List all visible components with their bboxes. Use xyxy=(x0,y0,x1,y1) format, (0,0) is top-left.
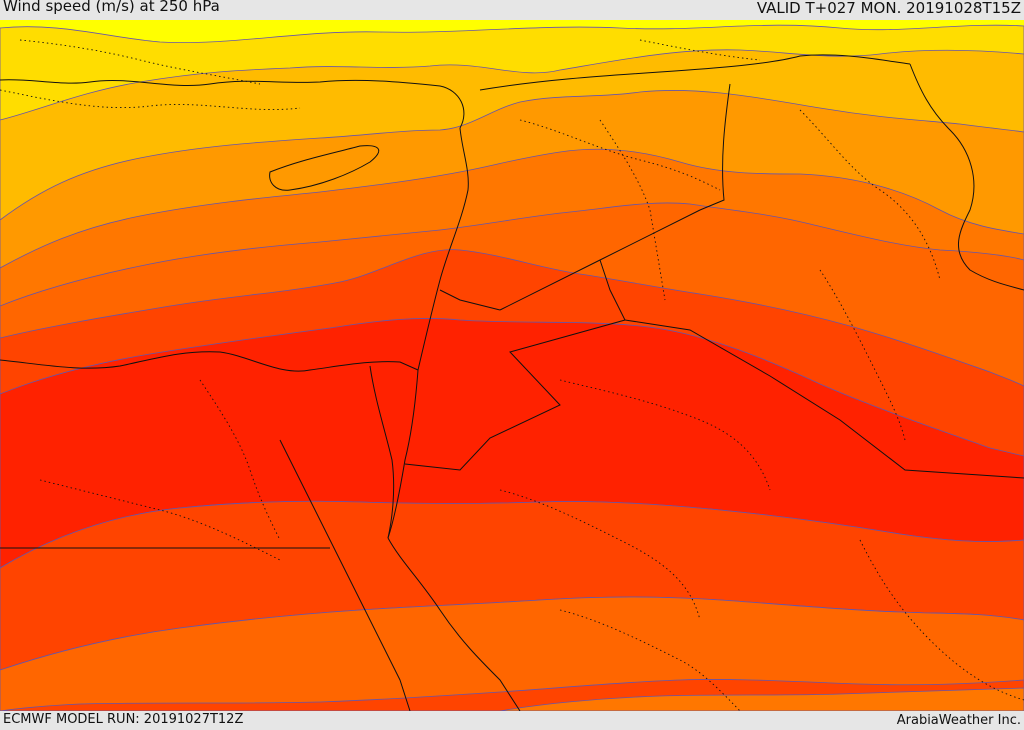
map-title: Wind speed (m/s) at 250 hPa xyxy=(3,0,220,15)
iran-west-border xyxy=(909,63,1024,291)
gulf-of-suez xyxy=(369,365,395,539)
band-6-south xyxy=(0,596,1024,711)
internal-boundaries xyxy=(0,39,1024,711)
map-canvas xyxy=(0,20,1024,711)
red-sea-west xyxy=(279,439,411,711)
credit-label: ArabiaWeather Inc. xyxy=(896,713,1021,728)
turkey-coast xyxy=(0,79,465,129)
jordan-saudi-border xyxy=(404,259,626,471)
levant-coast xyxy=(417,127,469,371)
red-sea-east xyxy=(387,537,521,711)
valid-time-label: VALID T+027 MON. 20191028T15Z xyxy=(756,0,1021,17)
wind-speed-map[interactable] xyxy=(0,20,1024,711)
header-bar: Wind speed (m/s) at 250 hPa VALID T+027 … xyxy=(0,0,1024,20)
turkey-east-border xyxy=(479,54,911,91)
band-5-south xyxy=(499,687,1024,711)
cyprus-coast xyxy=(269,145,380,191)
gulf-of-aqaba xyxy=(387,369,419,539)
model-run-label: ECMWF MODEL RUN: 20191027T12Z xyxy=(3,712,244,727)
footer-bar: ECMWF MODEL RUN: 20191027T12Z ArabiaWeat… xyxy=(0,711,1024,729)
coastlines xyxy=(0,54,1024,711)
egypt-north-coast xyxy=(0,351,419,372)
iraq-saudi-border xyxy=(624,319,1024,479)
syria-iraq-border xyxy=(499,83,731,311)
